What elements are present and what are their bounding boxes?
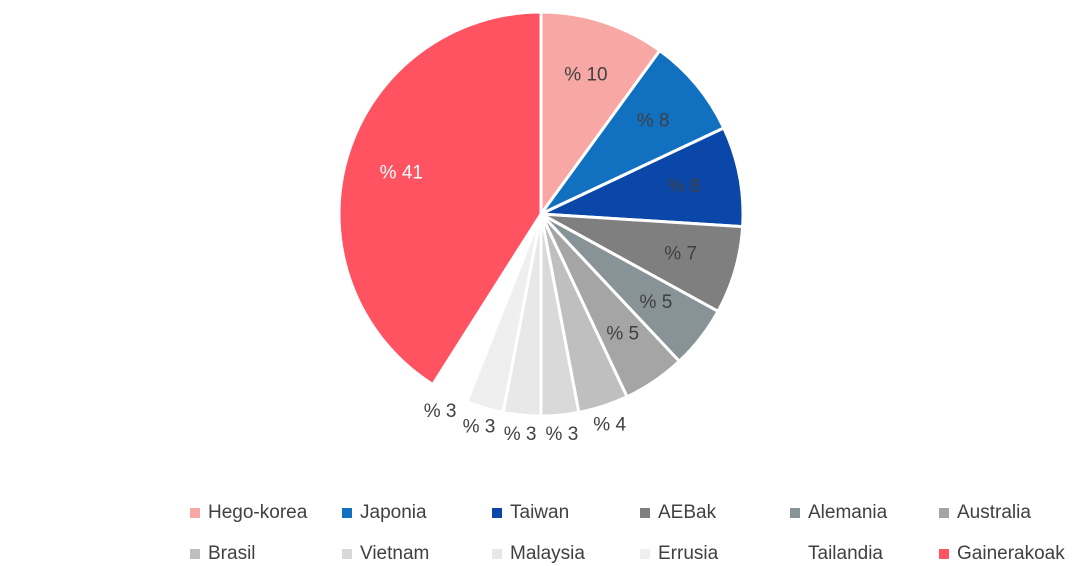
data-label: % 41 [380, 162, 423, 183]
data-label: % 5 [606, 323, 639, 344]
pie-slice [539, 48, 726, 216]
pie-slice [539, 10, 662, 219]
data-label: % 8 [667, 176, 700, 197]
legend-marker [790, 549, 800, 559]
data-label: % 3 [463, 416, 496, 437]
pie-slice [540, 125, 745, 229]
legend-marker [342, 508, 352, 518]
pie-slice [337, 10, 543, 387]
legend-marker [190, 549, 200, 559]
legend-marker [342, 549, 352, 559]
legend-label: Brasil [208, 543, 256, 564]
legend-marker [640, 549, 650, 559]
data-label: % 3 [504, 424, 537, 445]
legend-marker [939, 508, 949, 518]
data-label: % 8 [637, 110, 670, 131]
legend-marker [790, 508, 800, 518]
data-label: % 5 [640, 292, 673, 313]
legend-label: Hego-korea [208, 502, 308, 523]
legend-label: Japonia [360, 502, 427, 523]
data-label: % 3 [424, 401, 457, 422]
legend-marker [190, 508, 200, 518]
legend-label: Errusia [658, 543, 719, 564]
legend-marker [939, 549, 949, 559]
data-label: % 7 [664, 244, 697, 265]
legend-label: Malaysia [510, 543, 585, 564]
legend-label: Gainerakoak [957, 543, 1065, 564]
legend-label: AEBak [658, 502, 717, 523]
legend-marker [640, 508, 650, 518]
legend-label: Vietnam [360, 543, 429, 564]
legend-label: Australia [957, 502, 1031, 523]
data-label: % 10 [564, 65, 607, 86]
legend-label: Taiwan [510, 502, 569, 523]
legend-label: Alemania [808, 502, 888, 523]
data-label: % 3 [546, 424, 579, 445]
legend-marker [492, 549, 502, 559]
legend-label: Tailandia [808, 543, 883, 564]
data-label: % 4 [593, 414, 626, 435]
legend-marker [492, 508, 502, 518]
